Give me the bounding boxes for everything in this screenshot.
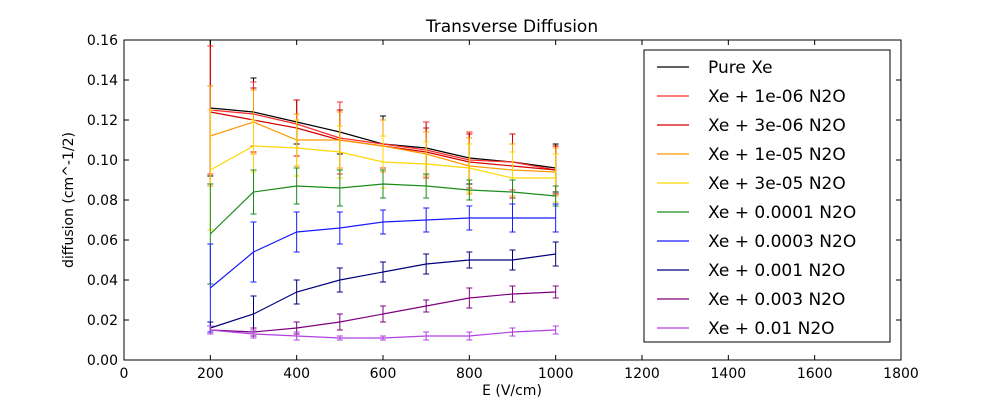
x-tick-label: 1200 bbox=[624, 366, 660, 382]
y-axis-label: diffusion (cm^-1/2) bbox=[61, 132, 77, 268]
y-tick-label: 0.00 bbox=[87, 353, 118, 369]
y-tick-label: 0.12 bbox=[87, 113, 118, 129]
x-tick-label: 1400 bbox=[711, 366, 747, 382]
y-tick-label: 0.08 bbox=[87, 193, 118, 209]
y-tick-label: 0.16 bbox=[87, 33, 118, 49]
y-tick-label: 0.02 bbox=[87, 313, 118, 329]
y-tick-label: 0.10 bbox=[87, 153, 118, 169]
y-tick-label: 0.14 bbox=[87, 73, 118, 89]
y-tick-label: 0.04 bbox=[87, 273, 118, 289]
x-tick-label: 200 bbox=[197, 366, 224, 382]
axis-ticks: 0 200 400 600 800 1000 1200 1400 1600 1800 0.00 0.0… bbox=[87, 33, 919, 382]
x-tick-label: 1800 bbox=[883, 366, 919, 382]
legend-label: Xe + 0.01 N2O bbox=[708, 319, 835, 339]
x-tick-label: 1600 bbox=[797, 366, 833, 382]
legend-label: Pure Xe bbox=[708, 58, 773, 78]
legend: Pure Xe Xe + 1e-06 N2O Xe + 3e-06 N2O Xe + … bbox=[643, 49, 891, 343]
legend-label: Xe + 0.0003 N2O bbox=[708, 232, 856, 252]
series-group bbox=[207, 241, 559, 335]
legend-label: Xe + 0.0001 N2O bbox=[708, 203, 856, 223]
x-axis-label: E (V/cm) bbox=[482, 383, 542, 399]
legend-label: Xe + 1e-05 N2O bbox=[708, 145, 846, 165]
x-tick-label: 400 bbox=[283, 366, 310, 382]
chart-title: Transverse Diffusion bbox=[425, 17, 598, 37]
x-tick-label: 0 bbox=[120, 366, 129, 382]
x-tick-label: 800 bbox=[456, 366, 483, 382]
legend-label: Xe + 0.003 N2O bbox=[708, 290, 845, 310]
legend-label: Xe + 3e-05 N2O bbox=[708, 174, 846, 194]
x-tick-label: 600 bbox=[370, 366, 397, 382]
legend-label: Xe + 0.001 N2O bbox=[708, 261, 845, 281]
legend-label: Xe + 1e-06 N2O bbox=[708, 87, 846, 107]
plot-area bbox=[207, 39, 559, 341]
series-group bbox=[207, 167, 559, 285]
legend-box bbox=[643, 49, 891, 343]
series-group bbox=[207, 325, 559, 341]
legend-label: Xe + 3e-06 N2O bbox=[708, 116, 846, 136]
series-group bbox=[207, 285, 559, 337]
x-tick-label: 1000 bbox=[538, 366, 574, 382]
series-group bbox=[207, 203, 559, 333]
y-tick-label: 0.06 bbox=[87, 233, 118, 249]
